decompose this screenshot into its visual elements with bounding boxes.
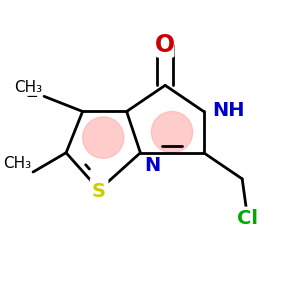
Text: Cl: Cl — [237, 209, 258, 228]
Text: NH: NH — [212, 100, 244, 120]
Circle shape — [152, 112, 193, 153]
Text: S: S — [92, 182, 106, 201]
Text: CH₃: CH₃ — [4, 156, 32, 171]
Text: CH₃: CH₃ — [15, 80, 43, 95]
Text: N: N — [145, 156, 161, 175]
Text: −: − — [26, 89, 39, 104]
Text: O: O — [155, 33, 175, 57]
Circle shape — [82, 117, 124, 158]
